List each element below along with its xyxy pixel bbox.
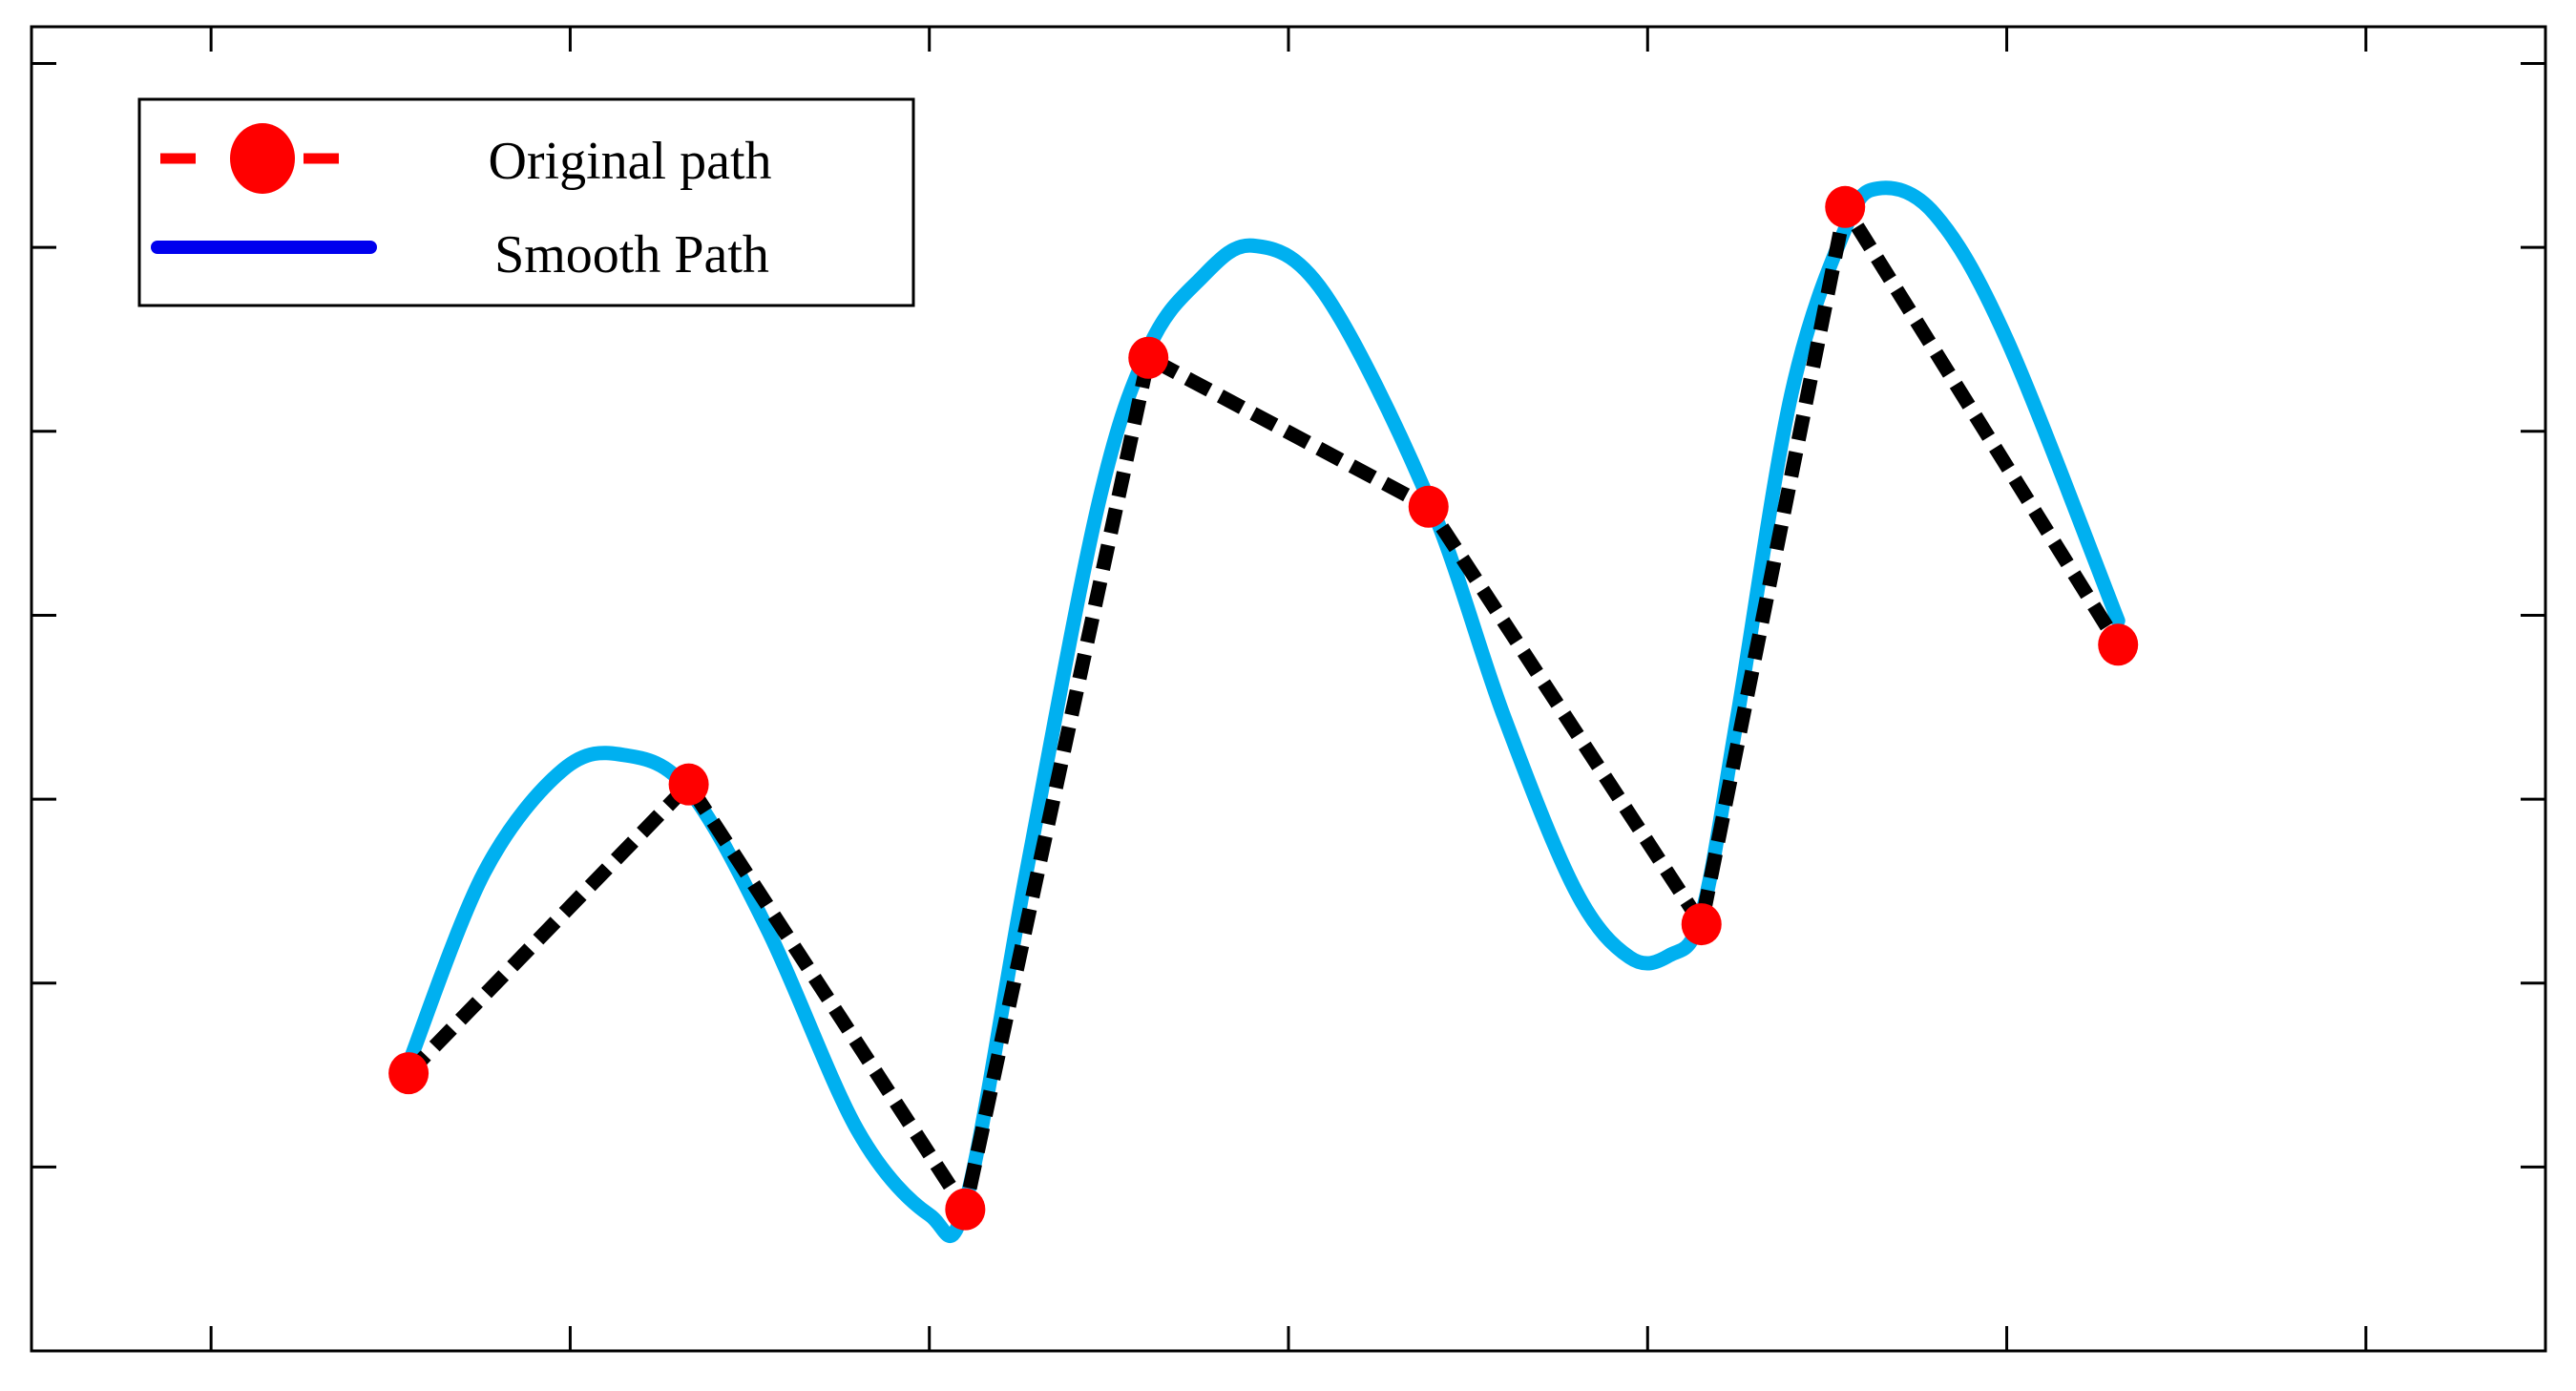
plot-frame	[30, 25, 2547, 1353]
legend: Original path Smooth Path	[137, 97, 915, 307]
original-path-point-2	[945, 1188, 986, 1231]
original-path-point-1	[668, 763, 709, 806]
series-smooth-path-line	[401, 180, 2126, 1243]
plot-markers	[388, 185, 2139, 1231]
legend-label-smooth-path: Smooth Path	[494, 225, 769, 285]
plot-lines	[401, 180, 2126, 1243]
original-path-point-3	[1128, 336, 1169, 379]
legend-original-marker	[230, 123, 295, 194]
legend-label-original-path: Original path	[488, 132, 771, 191]
original-path-point-4	[1408, 485, 1449, 528]
original-path-point-6	[1825, 185, 1866, 228]
series-original-path-line	[403, 200, 2125, 1217]
original-path-point-7	[2098, 623, 2139, 666]
original-path-point-0	[388, 1052, 429, 1095]
original-path-point-5	[1681, 903, 1722, 946]
